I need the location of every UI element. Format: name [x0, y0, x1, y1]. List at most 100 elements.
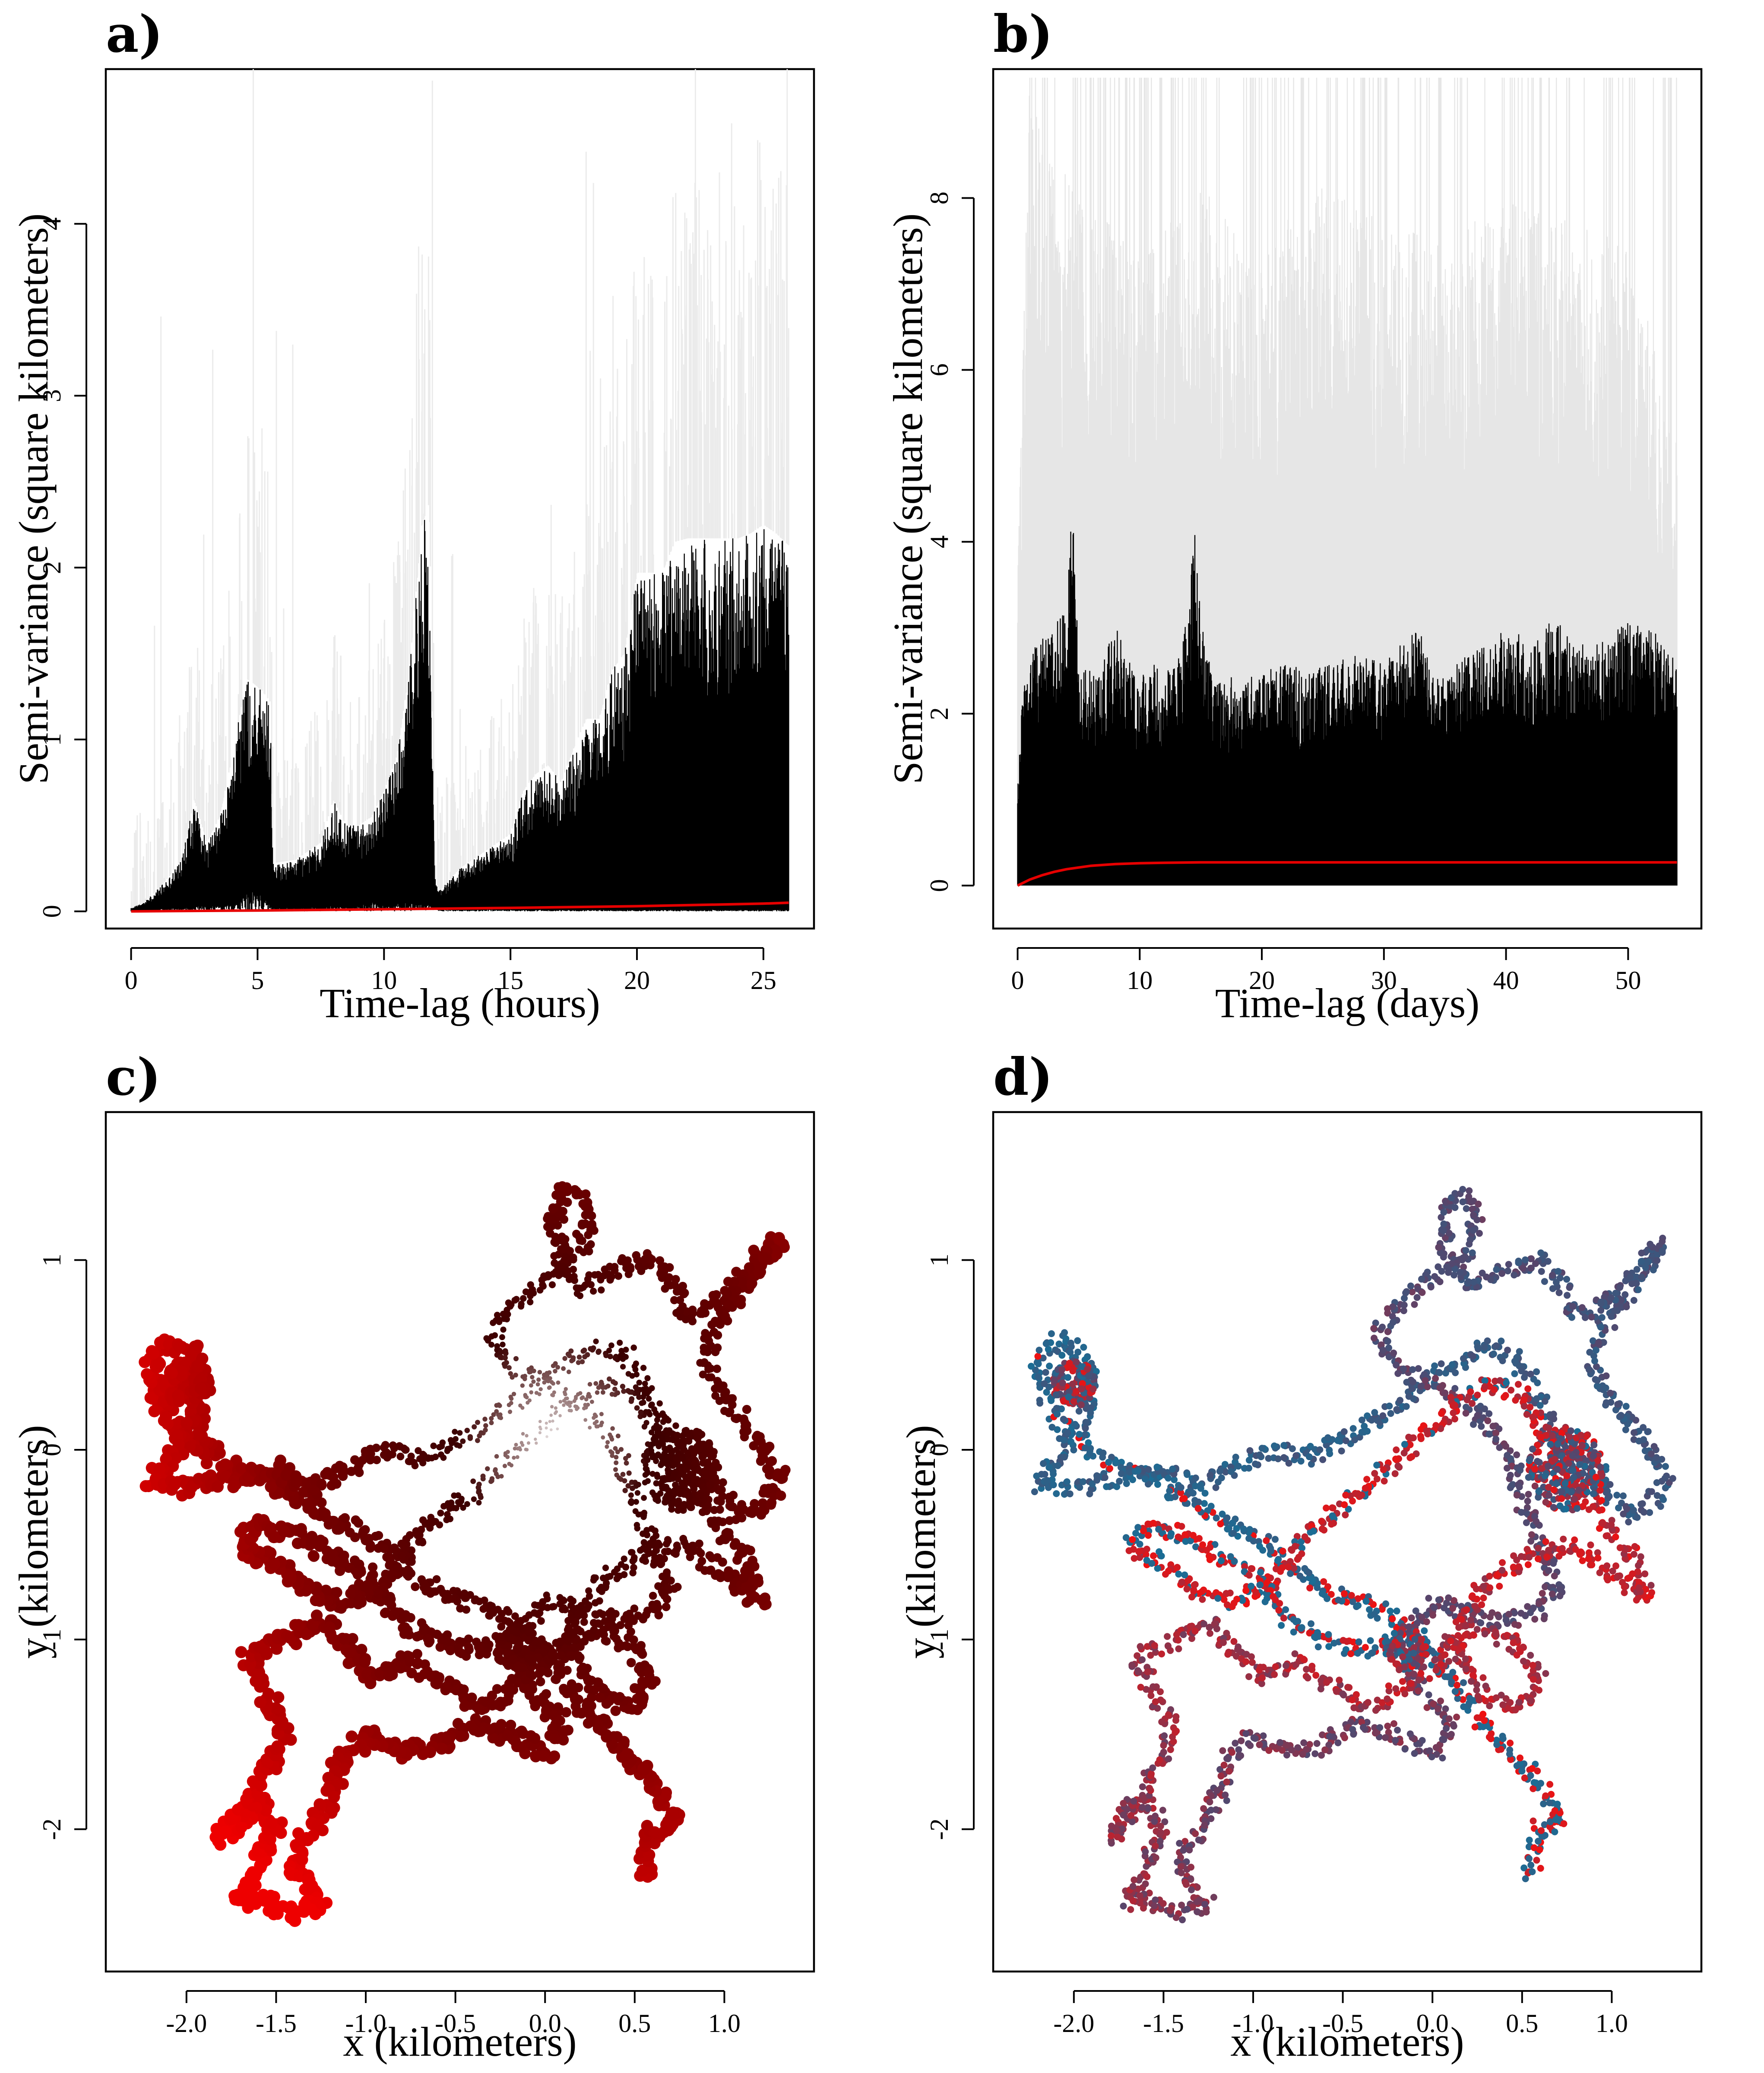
track-point-c [550, 1393, 554, 1397]
track-point-c [556, 1427, 559, 1430]
track-point-d [1524, 1498, 1531, 1505]
track-point-d [1485, 1431, 1492, 1438]
track-point-c [545, 1435, 548, 1438]
track-point-d [1618, 1412, 1625, 1419]
track-point-c [635, 1490, 640, 1496]
track-point-c [635, 1262, 643, 1271]
track-point-c [502, 1629, 510, 1638]
track-point-c [640, 1514, 646, 1520]
track-point-c [559, 1684, 568, 1693]
track-point-c [629, 1396, 635, 1402]
track-point-d [1506, 1750, 1513, 1757]
track-point-c [368, 1570, 378, 1579]
track-point-c [534, 1653, 542, 1662]
track-point-d [1612, 1324, 1618, 1331]
track-point-c [744, 1595, 754, 1606]
plot-frame-d [993, 1112, 1701, 1972]
track-point-c [725, 1572, 734, 1581]
track-point-c [601, 1390, 605, 1395]
track-point-d [1474, 1412, 1481, 1419]
track-point-c [486, 1601, 494, 1609]
track-point-c [725, 1516, 734, 1525]
track-point-c [703, 1347, 711, 1355]
track-point-d [1409, 1366, 1416, 1373]
y-tick-label-c: -2 [38, 1819, 66, 1840]
track-point-d [1504, 1347, 1511, 1353]
track-point-c [602, 1565, 609, 1571]
track-point-c [653, 1422, 659, 1428]
track-point-c [573, 1399, 576, 1403]
track-point-c [381, 1441, 390, 1449]
track-point-d [1316, 1446, 1323, 1453]
track-point-d [1541, 1278, 1548, 1285]
track-point-d [1499, 1357, 1506, 1364]
track-point-c [759, 1442, 769, 1452]
track-point-c [523, 1288, 529, 1295]
track-point-c [599, 1626, 608, 1634]
track-point-d [1380, 1347, 1387, 1353]
track-point-c [520, 1383, 525, 1388]
track-point-c [538, 1277, 545, 1284]
track-point-c [265, 1481, 277, 1493]
track-point-c [595, 1390, 600, 1395]
track-point-d [1527, 1862, 1534, 1869]
track-point-d [1415, 1365, 1422, 1372]
track-point-c [532, 1698, 542, 1708]
track-point-d [1563, 1276, 1570, 1283]
track-point-c [624, 1461, 629, 1466]
track-point-d [1390, 1319, 1397, 1326]
track-point-c [291, 1477, 302, 1488]
track-point-c [649, 1490, 656, 1496]
track-point-c [556, 1601, 564, 1608]
track-point-d [1256, 1543, 1263, 1550]
track-point-c [742, 1561, 752, 1571]
track-point-c [514, 1443, 518, 1447]
track-point-c [386, 1592, 395, 1601]
track-point-c [457, 1443, 462, 1449]
track-point-c [450, 1439, 456, 1445]
track-point-c [488, 1342, 494, 1348]
track-point-c [610, 1451, 614, 1455]
track-point-c [481, 1597, 488, 1604]
track-point-c [577, 1611, 585, 1619]
track-point-d [1036, 1397, 1043, 1404]
track-point-c [525, 1629, 533, 1637]
track-point-d [1551, 1572, 1558, 1579]
track-point-d [1202, 1490, 1209, 1497]
track-point-d [1517, 1467, 1523, 1474]
track-point-d [1389, 1615, 1396, 1622]
track-point-d [1529, 1868, 1536, 1875]
track-point-c [562, 1356, 567, 1361]
track-point-d [1229, 1520, 1235, 1527]
track-point-c [640, 1365, 646, 1371]
track-point-c [548, 1215, 557, 1224]
track-point-c [680, 1442, 687, 1449]
track-point-c [588, 1426, 592, 1430]
track-point-c [548, 1376, 552, 1380]
track-point-c [351, 1515, 361, 1525]
track-point-c [310, 1594, 322, 1606]
track-point-c [699, 1306, 708, 1314]
track-point-c [677, 1490, 684, 1497]
track-point-c [656, 1554, 663, 1561]
track-point-c [649, 1455, 656, 1461]
track-point-d [1145, 1466, 1152, 1473]
track-point-c [655, 1440, 661, 1446]
track-point-d [1516, 1483, 1523, 1490]
track-point-d [1050, 1471, 1057, 1477]
track-point-d [1564, 1292, 1571, 1299]
track-point-d [1074, 1337, 1081, 1344]
track-point-c [551, 1420, 554, 1423]
track-point-c [549, 1733, 560, 1744]
track-point-c [328, 1472, 338, 1482]
track-point-c [472, 1638, 481, 1646]
track-point-d [1154, 1481, 1161, 1488]
track-point-c [556, 1594, 563, 1601]
track-point-c [501, 1315, 507, 1322]
track-point-c [279, 1525, 291, 1537]
track-point-c [660, 1483, 666, 1490]
track-point-c [509, 1401, 513, 1405]
track-point-d [1549, 1272, 1556, 1279]
track-point-c [607, 1376, 612, 1382]
track-point-c [510, 1375, 515, 1380]
